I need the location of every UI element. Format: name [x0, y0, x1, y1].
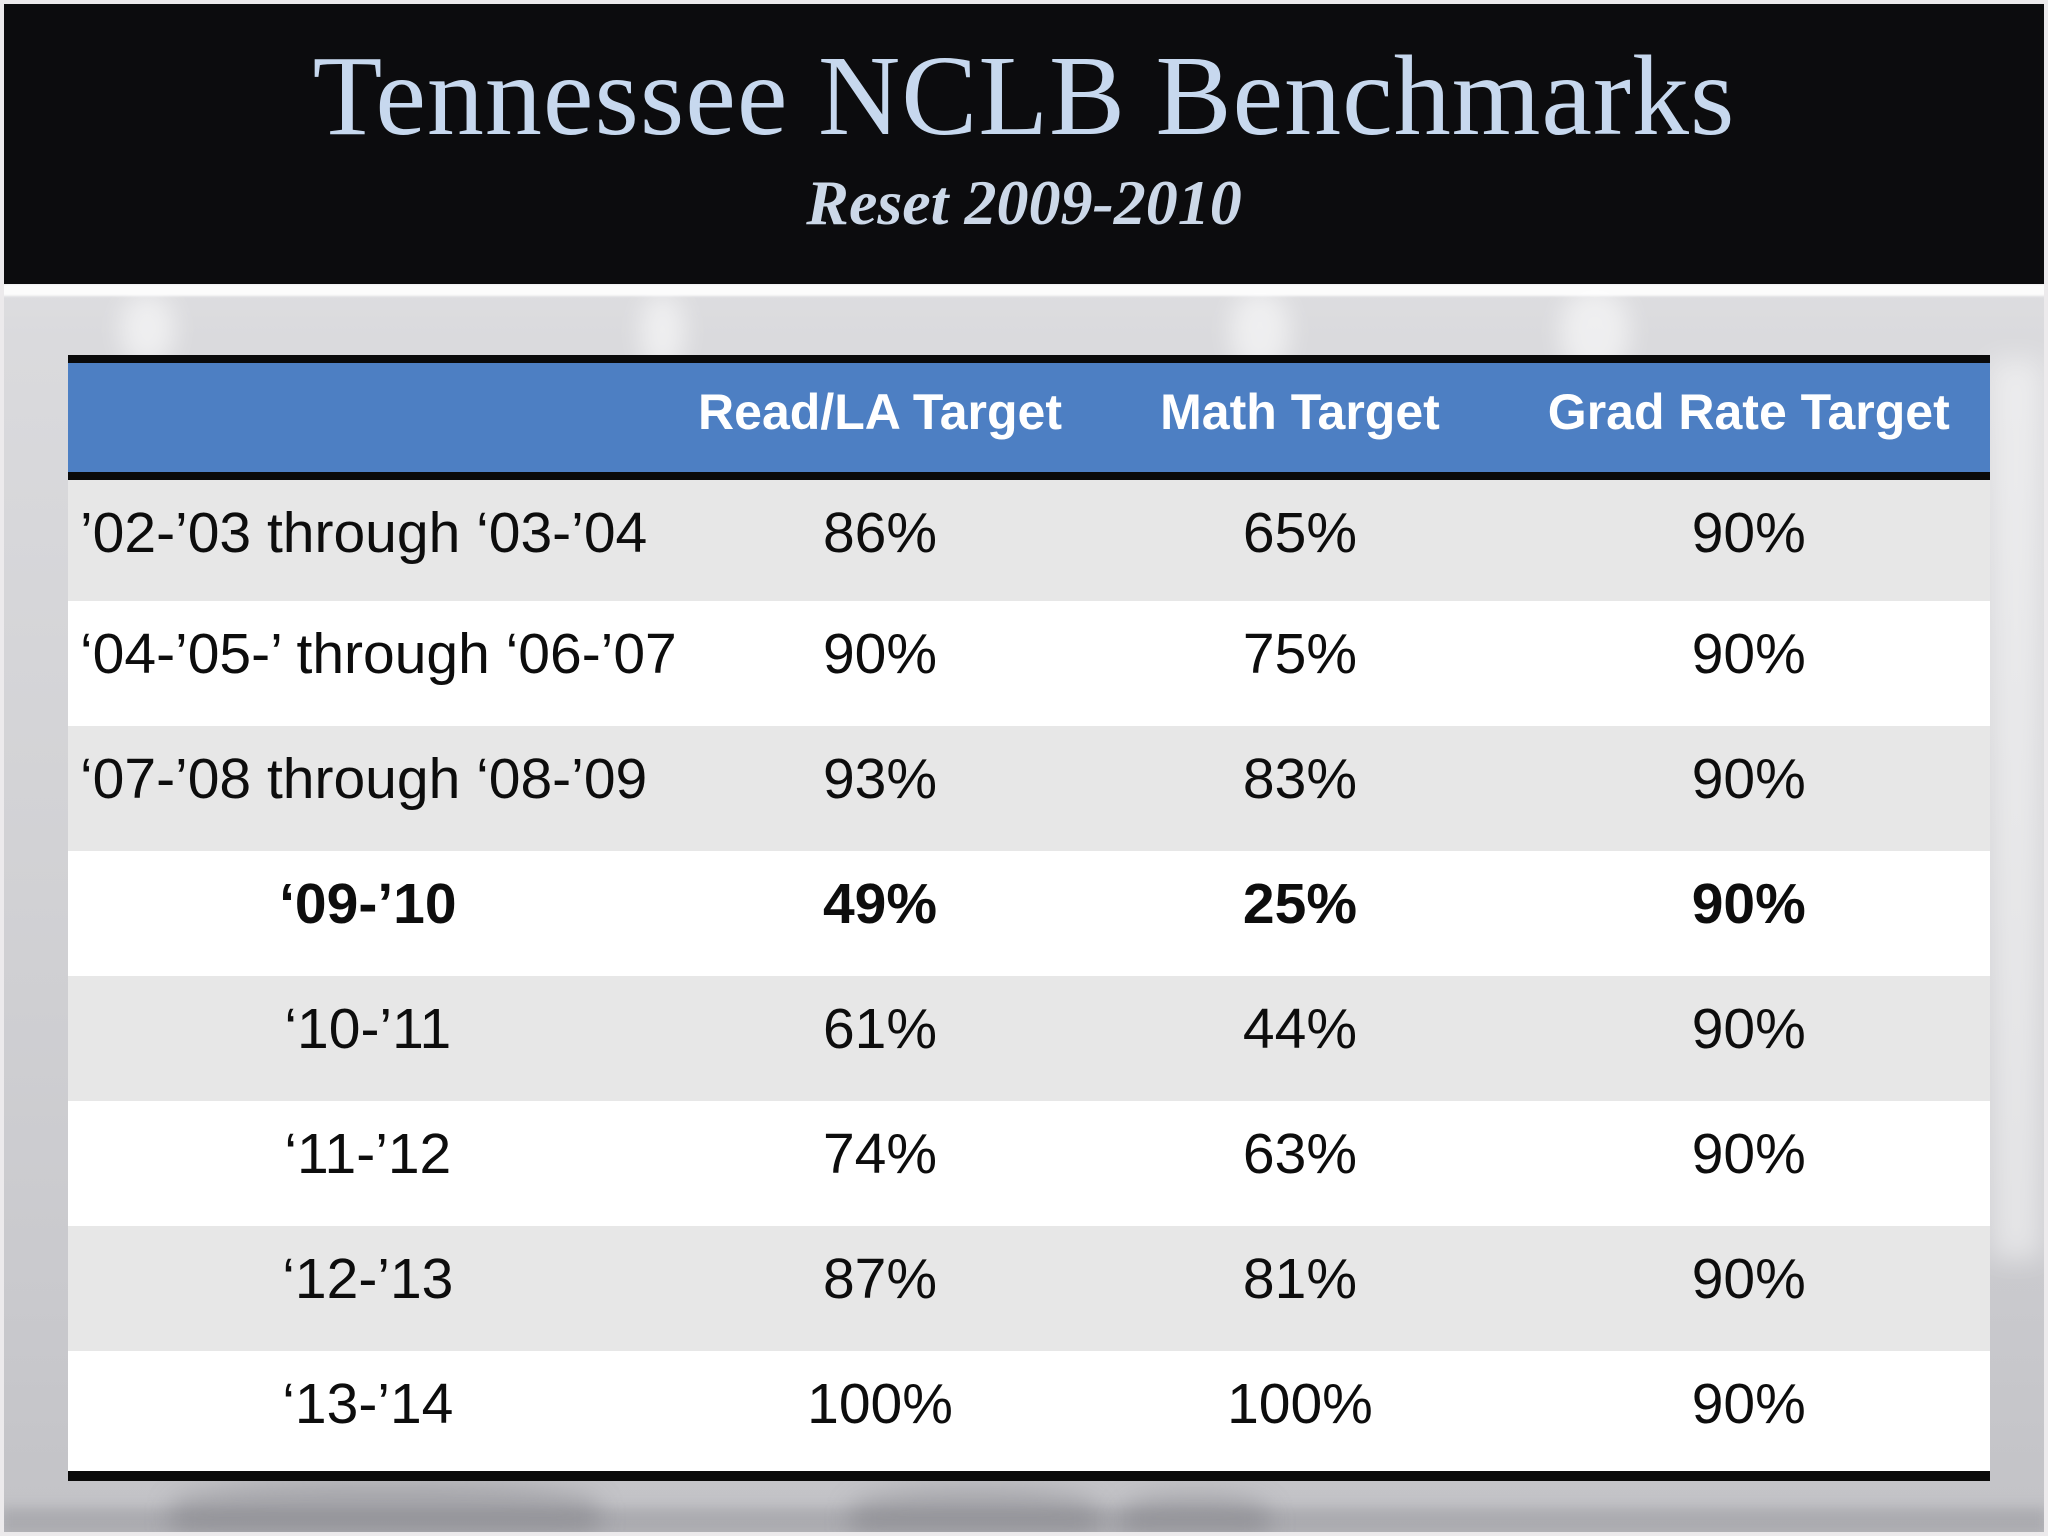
read-la-value: 90% [822, 622, 938, 686]
grad-rate-value: 90% [1691, 501, 1806, 565]
table-row: ‘10-’11 61% 44% 90% [68, 976, 1990, 1101]
grad-rate-value: 90% [1691, 1372, 1806, 1436]
background-photo-artifact [170, 1481, 600, 1536]
table-row: ‘04-’05-’ through ‘06-’07 90% 75% 90% [68, 601, 1990, 726]
math-value: 25% [1242, 872, 1358, 936]
grad-rate-value: 90% [1691, 622, 1806, 686]
background-photo-artifact [0, 284, 2048, 296]
title-band: Tennessee NCLB Benchmarks Reset 2009-201… [4, 4, 2044, 284]
background-photo-artifact [850, 1488, 1100, 1536]
table-row: ‘13-’14 100% 100% 90% [68, 1351, 1990, 1476]
table-row: ‘07-’08 through ‘08-’09 93% 83% 90% [68, 726, 1990, 851]
table-row: ’02-’03 through ‘03-’04 86% 65% 90% [68, 476, 1990, 601]
benchmarks-table: Read/LA Target Math Target Grad Rate Tar… [68, 355, 1990, 1481]
table-row-highlighted: ‘09-’10 49% 25% 90% [68, 851, 1990, 976]
column-header-read-la-target: Read/LA Target [667, 359, 1093, 480]
row-label: ‘13-’14 [282, 1372, 454, 1436]
row-label: ‘11-’12 [284, 1122, 452, 1186]
read-la-value: 87% [822, 1247, 938, 1311]
table-row: ‘12-’13 87% 81% 90% [68, 1226, 1990, 1351]
row-label: ’02-’03 through ‘03-’04 [80, 501, 648, 565]
table-row: ‘11-’12 74% 63% 90% [68, 1101, 1990, 1226]
row-label: ‘04-’05-’ through ‘06-’07 [80, 622, 677, 686]
background-photo-artifact [0, 1508, 2048, 1536]
grad-rate-value: 90% [1691, 997, 1806, 1061]
grad-rate-value: 90% [1691, 872, 1806, 936]
column-header-math-target: Math Target [1092, 359, 1508, 480]
read-la-value: 61% [822, 997, 938, 1061]
background-photo-artifact [1990, 360, 2042, 1260]
slide-title: Tennessee NCLB Benchmarks [312, 32, 1736, 159]
column-header-grad-rate-target: Grad Rate Target [1507, 359, 1990, 480]
read-la-value: 74% [822, 1122, 938, 1186]
read-la-value: 93% [822, 747, 938, 811]
math-value: 44% [1242, 997, 1358, 1061]
grad-rate-value: 90% [1691, 747, 1806, 811]
slide-subtitle: Reset 2009-2010 [806, 166, 1242, 238]
read-la-value: 86% [822, 501, 938, 565]
table-header-row: Read/LA Target Math Target Grad Rate Tar… [68, 359, 1990, 480]
math-value: 63% [1242, 1122, 1358, 1186]
math-value: 81% [1242, 1247, 1358, 1311]
row-label: ‘07-’08 through ‘08-’09 [80, 747, 648, 811]
math-value: 65% [1242, 501, 1358, 565]
grad-rate-value: 90% [1691, 1247, 1806, 1311]
row-label: ‘10-’11 [284, 997, 452, 1061]
math-value: 100% [1227, 1372, 1373, 1436]
row-label: ‘09-’10 [279, 872, 457, 936]
math-value: 83% [1242, 747, 1358, 811]
background-photo-artifact [120, 295, 175, 365]
grad-rate-value: 90% [1691, 1122, 1806, 1186]
column-header-years [68, 359, 668, 480]
read-la-value: 100% [807, 1372, 953, 1436]
read-la-value: 49% [822, 872, 938, 936]
background-photo-artifact [1120, 1494, 1270, 1536]
math-value: 75% [1242, 622, 1358, 686]
row-label: ‘12-’13 [282, 1247, 454, 1311]
